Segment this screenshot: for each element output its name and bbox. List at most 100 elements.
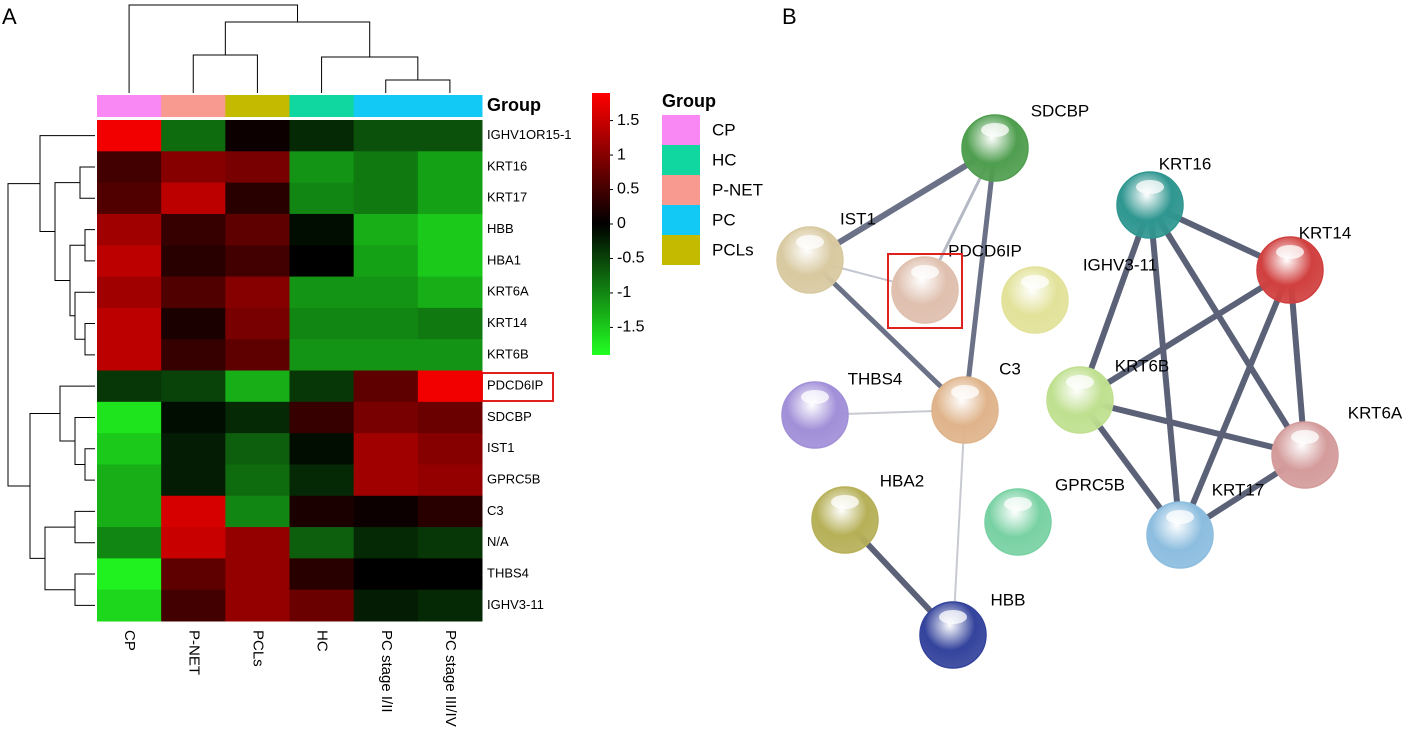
heatmap-cell — [417, 370, 483, 403]
column-dendrogram — [385, 79, 451, 93]
panel-label: A — [2, 4, 17, 29]
row-dendrogram — [54, 182, 80, 281]
heatmap-cell — [225, 433, 290, 465]
row-label: SDCBP — [487, 409, 532, 424]
node-highlight — [796, 235, 824, 249]
heatmap-cell — [417, 589, 483, 622]
column-label: PC stage III/IV — [442, 630, 459, 727]
row-label: GPRC5B — [487, 472, 540, 487]
group-bar — [289, 95, 355, 117]
node-highlight — [1136, 180, 1164, 194]
row-label: C3 — [487, 503, 504, 518]
heatmap-cell — [225, 120, 290, 152]
heatmap-cell — [97, 213, 162, 246]
heatmap-cell — [353, 527, 419, 559]
colorbar-tick-label: -1 — [617, 284, 631, 301]
protein-node — [919, 601, 987, 669]
heatmap-cell — [289, 370, 355, 403]
heatmap-cell — [225, 339, 290, 371]
legend-title: Group — [662, 91, 716, 111]
column-dendrogram — [128, 4, 299, 93]
row-label: IGHV1OR15-1 — [487, 127, 572, 142]
heatmap-cell — [353, 589, 419, 622]
heatmap-cell — [289, 464, 355, 497]
row-label: IGHV3-11 — [487, 597, 544, 612]
protein-node — [1256, 236, 1324, 304]
row-dendrogram — [69, 244, 85, 317]
legend-label: PCLs — [712, 240, 754, 259]
heatmap-cell — [161, 339, 226, 371]
node-label: IGHV3-11 — [1083, 255, 1157, 274]
heatmap-cell — [289, 433, 355, 465]
heatmap-cell — [289, 558, 355, 591]
heatmap-cell — [225, 589, 290, 622]
heatmap-cell — [97, 276, 162, 309]
heatmap-cell — [289, 182, 355, 215]
heatmap-cell — [417, 433, 483, 465]
heatmap-cell — [417, 495, 483, 528]
heatmap-cell — [417, 464, 483, 497]
node-label: HBB — [991, 590, 1026, 609]
heatmap-cell — [353, 370, 419, 403]
heatmap-cell — [353, 464, 419, 497]
heatmap-cell — [97, 527, 162, 559]
row-label: THBS4 — [487, 565, 529, 580]
network-edge — [1177, 268, 1293, 537]
row-label: KRT6B — [487, 346, 529, 361]
node-label: KRT6B — [1115, 356, 1170, 375]
node-highlight — [951, 385, 979, 399]
heatmap-cell — [97, 589, 162, 622]
heatmap-cell — [289, 307, 355, 340]
heatmap-cell — [225, 245, 290, 278]
protein-node — [1116, 171, 1184, 239]
heatmap-cell — [353, 276, 419, 309]
column-dendrogram — [321, 56, 419, 93]
heatmap-cell — [97, 307, 162, 340]
heatmap-cell — [289, 589, 355, 622]
node-label: HBA2 — [880, 471, 924, 490]
node-highlight — [939, 610, 967, 624]
heatmap-cell — [97, 433, 162, 465]
network-edge — [1147, 203, 1308, 457]
legend-swatch — [662, 115, 700, 145]
protein-node — [1146, 501, 1214, 569]
protein-node — [891, 256, 959, 324]
node-label: C3 — [999, 359, 1021, 378]
heatmap-cell — [225, 370, 290, 403]
heatmap-cell — [353, 558, 419, 591]
heatmap-cell — [353, 401, 419, 434]
legend-swatch — [662, 235, 700, 265]
node-highlight — [911, 265, 939, 279]
legend-label: PC — [712, 210, 736, 229]
network-edge — [808, 145, 997, 263]
heatmap-cell — [289, 339, 355, 371]
row-label: HBB — [487, 221, 514, 236]
protein-node — [811, 486, 879, 554]
heatmap-cell — [161, 401, 226, 434]
legend-label: P-NET — [712, 180, 763, 199]
colorbar-tick-label: 0.5 — [617, 181, 639, 198]
heatmap-cell — [161, 589, 226, 622]
node-highlight — [1276, 245, 1304, 259]
legend-swatch — [662, 145, 700, 175]
heatmap-cell — [161, 276, 226, 309]
colorbar-tick-label: -1.5 — [617, 319, 645, 336]
node-highlight — [981, 123, 1009, 137]
node-highlight — [1021, 275, 1049, 289]
network-edge — [1147, 204, 1183, 536]
network-edge — [1079, 397, 1306, 458]
node-highlight — [831, 495, 859, 509]
heatmap-cell — [225, 495, 290, 528]
protein-node — [1046, 366, 1114, 434]
heatmap-cell — [161, 245, 226, 278]
heatmap-cell — [353, 307, 419, 340]
heatmap-cell — [225, 182, 290, 215]
row-dendrogram — [74, 510, 95, 544]
protein-node — [931, 376, 999, 444]
row-dendrogram — [44, 526, 75, 591]
heatmap-cell — [289, 120, 355, 152]
heatmap-cell — [417, 307, 483, 340]
column-dendrogram — [192, 54, 258, 93]
protein-node — [1001, 266, 1069, 334]
heatmap-cell — [353, 151, 419, 184]
